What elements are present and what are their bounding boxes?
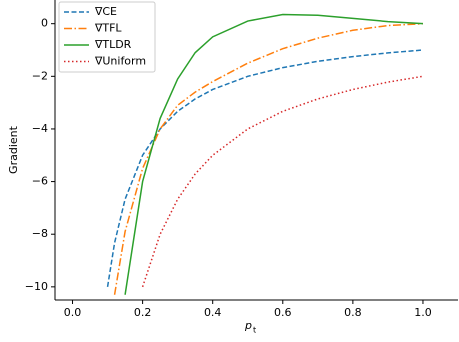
y-tick-label: −8 — [32, 227, 48, 240]
x-tick-label: 0.2 — [134, 306, 152, 319]
series-line — [106, 49, 424, 287]
legend-box — [58, 1, 156, 73]
series-line — [113, 22, 423, 295]
legend-label: ∇Uniform — [94, 55, 146, 68]
x-tick-label: 0.4 — [204, 306, 222, 319]
y-tick-label: −6 — [32, 175, 48, 188]
x-tick-label: 1.0 — [414, 306, 432, 319]
y-tick-label: −2 — [32, 69, 48, 82]
legend-label: ∇TFL — [94, 22, 122, 35]
x-tick-label: 0.8 — [344, 306, 362, 319]
plot-area — [106, 13, 424, 295]
series-line — [124, 13, 424, 295]
series-line — [141, 75, 424, 288]
x-axis-label-subscript: t — [253, 326, 256, 335]
y-axis-label: Gradient — [7, 125, 20, 174]
x-axis-label: p — [244, 319, 252, 332]
y-tick-label: −4 — [32, 122, 48, 135]
y-tick-label: 0 — [41, 17, 48, 30]
x-tick-label: 0.0 — [64, 306, 82, 319]
legend-label: ∇TLDR — [94, 38, 132, 51]
x-tick-label: 0.6 — [274, 306, 292, 319]
y-tick-label: −10 — [25, 280, 48, 293]
legend-label: ∇CE — [94, 5, 117, 18]
